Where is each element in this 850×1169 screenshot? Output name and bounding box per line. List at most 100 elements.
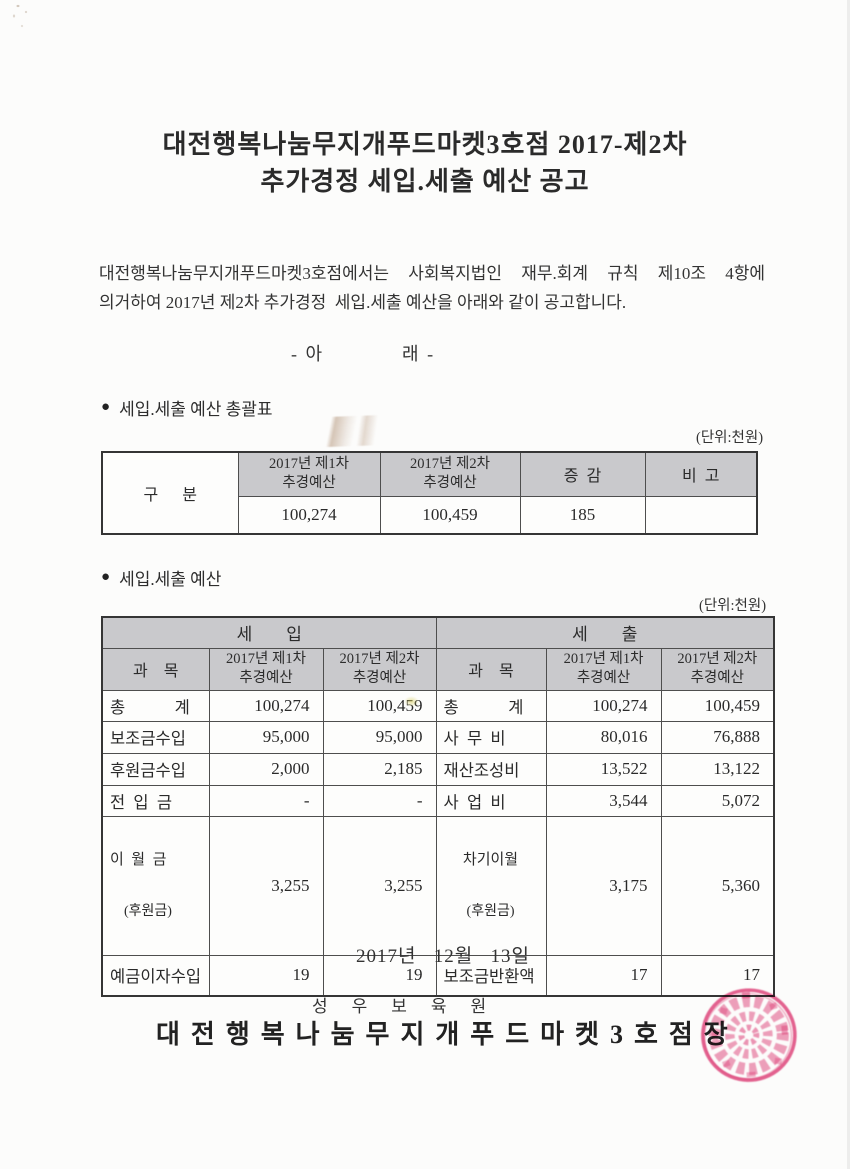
- expense-row-label: 사 무 비: [435, 720, 547, 754]
- budget-row-transfer-project: 전 입 금 - - 사 업 비 3,544 5,072: [101, 784, 775, 817]
- expense-value-budget2: 100,459: [660, 689, 775, 722]
- income-value-budget2: 100,459: [322, 689, 437, 722]
- income-col-header-item: 과 목: [101, 647, 210, 691]
- section-heading-summary-label: 세입.세출 예산 총괄표: [119, 400, 273, 419]
- expense-row-label-line2: (후원금): [466, 903, 515, 919]
- intro-line-2: 의거하여 2017년 제2차 추가경정 세입.세출 예산을 아래와 같이 공고합…: [99, 293, 627, 312]
- income-value-budget2: 2,185: [322, 752, 437, 786]
- summary-value-row: 100,274 100,459 185: [102, 495, 758, 535]
- expense-value-budget1: 17: [545, 954, 662, 997]
- expense-value-budget1: 80,016: [545, 720, 662, 754]
- unit-label-summary: (단위:천원): [696, 430, 764, 446]
- col-header-remarks: 비 고: [644, 451, 758, 497]
- income-value-budget2: 19: [322, 954, 437, 997]
- expense-value-budget1: 3,544: [545, 784, 662, 817]
- page-title-line-2: 추가경정 세입.세출 예산 공고: [260, 167, 590, 196]
- budget-group-header-row: 세 입 세 출: [101, 616, 775, 649]
- budget-row-donation-property: 후원금수입 2,000 2,185 재산조성비 13,522 13,122: [101, 752, 775, 786]
- expense-col-header-budget1: 2017년 제1차 추경예산: [545, 647, 662, 691]
- income-row-label: 이 월 금 (후원금): [101, 815, 210, 956]
- scan-dot-artifact: [404, 696, 419, 707]
- income-col-header-budget1: 2017년 제1차 추경예산: [208, 647, 324, 691]
- income-value-budget1: 100,274: [208, 689, 324, 722]
- expense-row-label: 보조금반환액: [435, 954, 547, 997]
- summary-value-budget2: 100,459: [379, 495, 521, 535]
- income-value-budget1: 19: [208, 954, 324, 997]
- scan-speck-artifact: [8, 0, 42, 48]
- income-col-header-budget2: 2017년 제2차 추경예산: [322, 647, 437, 691]
- group-header-income: 세 입: [101, 616, 437, 649]
- income-row-label: 총 계: [101, 689, 210, 722]
- expense-row-label-line1: 차기이월: [462, 851, 519, 868]
- organization-name: 성우보육원: [312, 997, 511, 1016]
- expense-col-header-item: 과 목: [435, 647, 547, 691]
- expense-value-budget1: 13,522: [545, 752, 662, 786]
- expense-col-header-budget2-line1: 2017년 제2차: [677, 651, 758, 667]
- income-value-budget1: 3,255: [208, 815, 324, 956]
- col-header-budget2-line1: 2017년 제2차: [410, 456, 490, 473]
- scan-edge-shade: [847, 0, 850, 1169]
- income-col-header-budget2-line1: 2017년 제2차: [339, 651, 420, 667]
- income-row-label: 전 입 금: [101, 784, 210, 817]
- col-header-change: 증 감: [519, 451, 646, 497]
- bullet-icon: ●: [101, 569, 111, 585]
- col-header-budget2: 2017년 제2차 추경예산: [379, 451, 521, 497]
- announcement-date: 2017년 12월 13일: [356, 946, 530, 967]
- summary-value-change: 185: [519, 495, 646, 535]
- income-value-budget1: 2,000: [208, 752, 324, 786]
- summary-header-row: 구 분 2017년 제1차 추경예산 2017년 제2차 추경예산 증 감 비 …: [101, 451, 758, 535]
- income-row-label: 후원금수입: [101, 752, 210, 786]
- col-header-budget1: 2017년 제1차 추경예산: [237, 451, 381, 497]
- section-heading-budget: ● 세입.세출 예산: [101, 565, 221, 590]
- official-seal-stamp: [701, 988, 797, 1082]
- section-heading-summary: ● 세입.세출 예산 총괄표: [101, 395, 273, 420]
- bullet-icon: ●: [101, 399, 111, 415]
- col-header-budget2-line2: 추경예산: [423, 475, 477, 492]
- income-row-label-line2: (후원금): [124, 903, 172, 919]
- income-value-budget2: 3,255: [322, 815, 437, 956]
- page-title: 대전행복나눔무지개푸드마켓3호점 2017-제2차 추가경정 세입.세출 예산 …: [0, 126, 850, 200]
- expense-col-header-budget2-line2: 추경예산: [690, 670, 744, 686]
- income-col-header-budget2-line2: 추경예산: [352, 670, 407, 686]
- expense-value-budget2: 13,122: [660, 752, 775, 786]
- expense-row-label: 총 계: [435, 689, 547, 722]
- col-header-budget1-line2: 추경예산: [282, 475, 336, 492]
- section-heading-budget-label: 세입.세출 예산: [119, 570, 222, 589]
- group-header-expense: 세 출: [435, 616, 775, 649]
- income-row-label: 보조금수입: [101, 720, 210, 754]
- expense-col-header-budget2: 2017년 제2차 추경예산: [660, 647, 775, 691]
- unit-label-budget: (단위:천원): [699, 598, 767, 614]
- expense-row-label: 차기이월 (후원금): [435, 815, 547, 956]
- budget-row-carryover: 이 월 금 (후원금) 3,255 3,255 차기이월 (후원금) 3,175…: [101, 815, 775, 956]
- expense-row-label: 재산조성비: [435, 752, 547, 786]
- expense-value-budget1: 3,175: [545, 815, 662, 956]
- expense-value-budget1: 100,274: [545, 689, 662, 722]
- signer-title: 대전행복나눔무지개푸드마켓3호점장: [156, 1020, 739, 1049]
- budget-row-interest-refund: 예금이자수입 19 19 보조금반환액 17 17: [101, 954, 775, 997]
- income-col-header-budget1-line1: 2017년 제1차: [226, 651, 306, 667]
- scan-smudge-artifact: [275, 413, 435, 449]
- expense-value-budget2: 76,888: [660, 720, 775, 754]
- below-divider-label: - 아 래 -: [291, 344, 436, 364]
- intro-line-1: 대전행복나눔무지개푸드마켓3호점에서는 사회복지법인 재무.회계 규칙 제10조…: [99, 264, 765, 283]
- summary-value-budget1: 100,274: [237, 495, 381, 535]
- budget-table: 세 입 세 출 과 목 2017년 제1차 추경예산 2017년 제2차 추경예…: [101, 616, 776, 997]
- expense-col-header-budget1-line2: 추경예산: [576, 670, 631, 686]
- col-header-budget1-line1: 2017년 제1차: [269, 456, 349, 473]
- income-value-budget1: -: [208, 784, 324, 817]
- income-row-label-line1: 이 월 금: [110, 851, 167, 868]
- income-value-budget2: 95,000: [322, 720, 437, 754]
- col-header-gubun: 구 분: [101, 451, 239, 535]
- page-title-line-1: 대전행복나눔무지개푸드마켓3호점 2017-제2차: [162, 130, 688, 159]
- summary-value-remarks: [644, 495, 758, 535]
- budget-row-subsidy-office: 보조금수입 95,000 95,000 사 무 비 80,016 76,888: [101, 720, 775, 754]
- expense-col-header-budget1-line1: 2017년 제1차: [563, 651, 644, 667]
- intro-paragraph: 대전행복나눔무지개푸드마켓3호점에서는 사회복지법인 재무.회계 규칙 제10조…: [99, 259, 765, 317]
- budget-column-header-row: 과 목 2017년 제1차 추경예산 2017년 제2차 추경예산 과 목 20…: [101, 647, 775, 691]
- income-col-header-budget1-line2: 추경예산: [239, 670, 293, 686]
- income-value-budget2: -: [322, 784, 437, 817]
- summary-table: 구 분 2017년 제1차 추경예산 2017년 제2차 추경예산 증 감 비 …: [101, 451, 758, 535]
- budget-row-total: 총 계 100,274 100,459 총 계 100,274 100,459: [101, 689, 775, 722]
- income-row-label: 예금이자수입: [101, 954, 210, 997]
